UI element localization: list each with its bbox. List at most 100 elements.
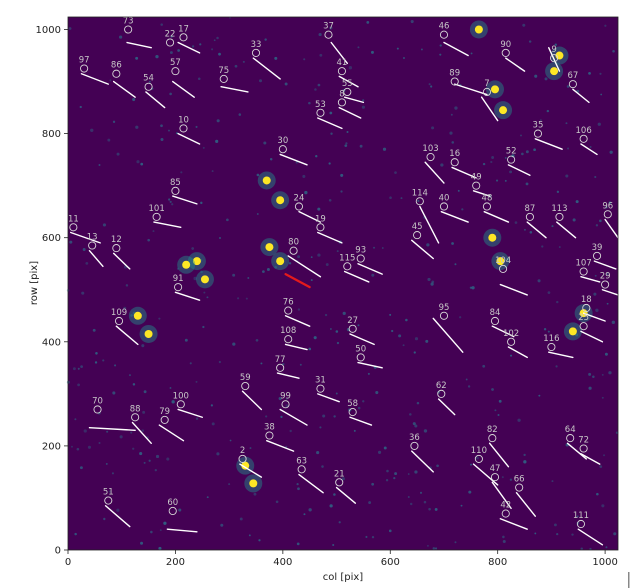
motion-track <box>172 195 198 205</box>
field-star <box>520 134 522 137</box>
motion-track <box>515 492 536 517</box>
star-aperture-circle <box>152 212 161 221</box>
field-star <box>601 396 604 399</box>
field-star <box>274 56 278 60</box>
field-star <box>402 56 406 60</box>
motion-track <box>88 250 104 268</box>
field-star <box>523 453 526 457</box>
field-star <box>72 367 76 371</box>
field-star <box>245 297 248 300</box>
star-aperture-circle <box>356 353 365 362</box>
star-id-label: 107 <box>576 259 592 269</box>
star-id-label: 104 <box>495 256 511 266</box>
field-star <box>119 35 123 39</box>
field-star <box>468 490 472 494</box>
field-star <box>432 547 436 550</box>
field-star <box>125 284 129 287</box>
field-star <box>465 378 468 381</box>
motion-track <box>126 41 152 49</box>
motion-track <box>556 221 577 239</box>
star-id-label: 53 <box>315 100 326 110</box>
star-aperture-circle <box>501 48 510 57</box>
motion-track <box>338 75 359 88</box>
field-star <box>195 417 199 420</box>
field-star <box>340 190 343 193</box>
field-star <box>449 131 453 135</box>
field-star <box>328 162 331 165</box>
field-star <box>596 492 599 496</box>
field-star <box>112 120 116 124</box>
field-star <box>371 482 375 486</box>
field-star <box>90 128 94 132</box>
field-star <box>232 342 236 346</box>
plot-frame <box>67 16 619 551</box>
star-aperture-circle <box>566 434 575 443</box>
field-star <box>594 175 597 179</box>
field-star <box>266 267 270 271</box>
field-star <box>504 156 507 159</box>
star-id-label: 95 <box>439 303 450 313</box>
star-id-label: 12 <box>111 235 122 245</box>
field-star <box>160 138 164 142</box>
field-star <box>471 286 475 290</box>
star-id-label: 2 <box>240 446 245 456</box>
field-star <box>87 445 92 449</box>
field-star <box>336 250 339 253</box>
star-id-label: 108 <box>280 326 296 336</box>
field-star <box>170 35 173 38</box>
field-star <box>211 170 214 173</box>
star-id-label: 38 <box>264 422 275 432</box>
motion-track <box>432 317 464 353</box>
field-star <box>361 105 365 109</box>
field-star <box>158 317 161 320</box>
field-star <box>249 447 252 450</box>
field-star <box>371 273 375 277</box>
field-star <box>269 158 273 161</box>
star-id-label: 96 <box>602 201 613 211</box>
field-star <box>171 400 175 404</box>
bright-star <box>262 176 271 185</box>
field-star <box>160 23 163 26</box>
field-star <box>85 262 89 265</box>
y-tick-label: 0 <box>55 546 61 557</box>
star-id-label: 57 <box>170 58 181 68</box>
star-aperture-circle <box>568 80 577 89</box>
field-star <box>220 523 224 527</box>
field-star <box>537 279 541 283</box>
y-tick-label: 400 <box>42 337 61 348</box>
bright-star <box>182 260 191 269</box>
motion-track <box>330 41 348 65</box>
field-star <box>80 365 83 368</box>
star-aperture-circle <box>276 363 285 372</box>
field-star <box>409 502 413 506</box>
field-star <box>332 543 335 547</box>
x-axis-label: col [pix] <box>323 572 364 583</box>
star-id-label: 9 <box>551 45 556 55</box>
bright-star <box>276 196 285 205</box>
motion-track <box>153 221 182 228</box>
field-star <box>329 504 333 508</box>
field-star <box>482 364 486 368</box>
field-star <box>346 130 349 133</box>
field-star <box>400 197 403 200</box>
field-star <box>601 373 604 376</box>
field-star <box>439 44 442 47</box>
field-star <box>76 447 80 451</box>
field-star <box>68 27 72 30</box>
field-star <box>319 53 323 57</box>
star-id-label: 27 <box>347 316 358 326</box>
field-star <box>253 492 257 496</box>
x-tick-label: 1000 <box>592 557 617 568</box>
motion-track <box>284 343 308 351</box>
field-star <box>335 392 338 395</box>
field-star <box>509 478 513 481</box>
field-star <box>539 119 542 122</box>
field-star <box>370 50 374 54</box>
field-star <box>571 533 574 536</box>
field-star <box>216 36 219 40</box>
field-star <box>509 170 513 174</box>
star-id-label: 79 <box>159 407 170 417</box>
star-aperture-circle <box>297 465 306 474</box>
star-aperture-circle <box>316 223 325 232</box>
field-star <box>143 390 147 394</box>
